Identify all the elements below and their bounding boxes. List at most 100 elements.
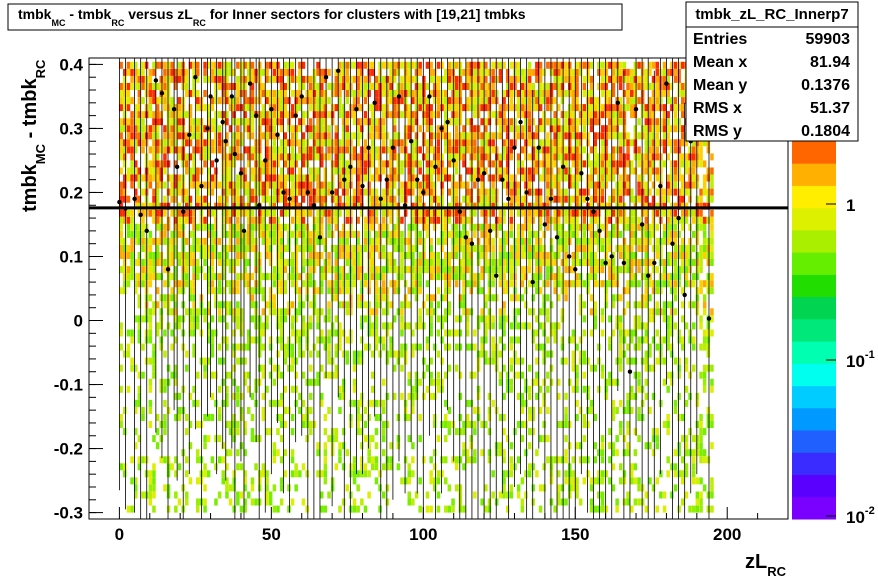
heatmap-cell bbox=[185, 195, 189, 203]
heatmap-cell bbox=[385, 294, 390, 302]
heatmap-cell bbox=[487, 111, 492, 119]
heatmap-cell bbox=[196, 146, 200, 154]
heatmap-cell bbox=[407, 477, 411, 485]
heatmap-cell bbox=[403, 139, 408, 147]
heatmap-cell bbox=[134, 125, 138, 133]
heatmap-cell bbox=[239, 308, 244, 316]
heatmap-cell bbox=[553, 75, 557, 83]
heatmap-cell bbox=[378, 399, 382, 407]
heatmap-cell bbox=[290, 111, 295, 119]
heatmap-cell bbox=[476, 83, 481, 90]
heatmap-cell bbox=[334, 287, 339, 295]
heatmap-cell bbox=[126, 61, 131, 69]
heatmap-cell bbox=[597, 118, 601, 126]
heatmap-cell bbox=[258, 118, 262, 126]
heatmap-cell bbox=[166, 294, 171, 302]
heatmap-cell bbox=[232, 153, 236, 161]
heatmap-cell bbox=[626, 181, 630, 189]
heatmap-cell bbox=[290, 216, 295, 224]
heatmap-cell bbox=[444, 252, 448, 259]
heatmap-cell bbox=[367, 280, 371, 288]
heatmap-cell bbox=[261, 132, 266, 140]
heatmap-cell bbox=[484, 97, 488, 105]
heatmap-cell bbox=[396, 167, 401, 175]
heatmap-cell bbox=[473, 83, 477, 90]
heatmap-cell bbox=[203, 435, 207, 443]
heatmap-cell bbox=[221, 202, 225, 210]
heatmap-cell bbox=[152, 118, 156, 126]
heatmap-cell bbox=[527, 230, 532, 238]
heatmap-cell bbox=[330, 371, 335, 379]
heatmap-cell bbox=[239, 414, 244, 421]
heatmap-cell bbox=[356, 407, 360, 414]
heatmap-cell bbox=[571, 90, 576, 97]
heatmap-cell bbox=[611, 83, 616, 90]
heatmap-cell bbox=[626, 97, 630, 105]
heatmap-cell bbox=[294, 223, 298, 231]
heatmap-cell bbox=[389, 259, 393, 266]
heatmap-cell bbox=[535, 90, 539, 97]
heatmap-cell bbox=[633, 449, 638, 457]
heatmap-cell bbox=[487, 392, 492, 400]
heatmap-cell bbox=[498, 216, 503, 224]
heatmap-cell bbox=[418, 146, 422, 154]
heatmap-cell bbox=[549, 174, 554, 182]
heatmap-cell bbox=[487, 202, 492, 210]
heatmap-cell bbox=[520, 97, 525, 105]
heatmap-cell bbox=[247, 273, 251, 281]
heatmap-cell bbox=[414, 153, 419, 161]
heatmap-cell bbox=[239, 68, 244, 76]
heatmap-cell bbox=[502, 125, 506, 133]
heatmap-cell bbox=[330, 111, 335, 119]
heatmap-cell bbox=[287, 273, 291, 281]
heatmap-cell bbox=[192, 167, 196, 175]
heatmap-cell bbox=[531, 202, 535, 210]
heatmap-cell bbox=[465, 61, 470, 69]
heatmap-cell bbox=[152, 61, 156, 69]
heatmap-cell bbox=[290, 90, 295, 97]
heatmap-cell bbox=[403, 146, 408, 154]
heatmap-cell bbox=[163, 90, 167, 97]
heatmap-cell bbox=[367, 90, 371, 97]
heatmap-cell bbox=[447, 104, 452, 112]
heatmap-cell bbox=[250, 336, 255, 344]
heatmap-cell bbox=[236, 188, 240, 196]
heatmap-cell bbox=[203, 146, 207, 154]
heatmap-cell bbox=[330, 104, 335, 112]
heatmap-cell bbox=[513, 308, 517, 316]
heatmap-cell bbox=[123, 470, 127, 478]
heatmap-cell bbox=[553, 111, 557, 119]
heatmap-cell bbox=[228, 230, 233, 238]
heatmap-cell bbox=[553, 322, 557, 330]
heatmap-cell bbox=[163, 329, 167, 337]
heatmap-cell bbox=[502, 139, 506, 147]
heatmap-cell bbox=[170, 132, 174, 140]
heatmap-cell bbox=[611, 195, 616, 203]
heatmap-cell bbox=[239, 61, 244, 69]
heatmap-cell bbox=[134, 83, 138, 90]
heatmap-cell bbox=[268, 216, 273, 224]
heatmap-cell bbox=[564, 237, 568, 245]
heatmap-cell bbox=[327, 111, 331, 119]
heatmap-cell bbox=[564, 118, 568, 126]
heatmap-cell bbox=[214, 146, 218, 154]
heatmap-cell bbox=[458, 132, 463, 140]
heatmap-cell bbox=[546, 181, 550, 189]
heatmap-cell bbox=[593, 456, 597, 464]
heatmap-cell bbox=[630, 329, 634, 337]
heatmap-cell bbox=[206, 181, 211, 189]
heatmap-cell bbox=[126, 146, 131, 154]
heatmap-cell bbox=[498, 160, 503, 168]
heatmap-cell bbox=[564, 230, 568, 238]
heatmap-cell bbox=[378, 125, 382, 133]
heatmap-cell bbox=[385, 209, 390, 217]
heatmap-cell bbox=[170, 463, 174, 471]
heatmap-cell bbox=[480, 188, 484, 196]
heatmap-cell bbox=[542, 463, 546, 471]
heatmap-cell bbox=[338, 75, 342, 83]
heatmap-cell bbox=[622, 470, 627, 478]
heatmap-cell bbox=[188, 421, 193, 428]
heatmap-cell bbox=[403, 237, 408, 245]
heatmap-cell bbox=[334, 223, 339, 231]
heatmap-cell bbox=[495, 195, 499, 203]
